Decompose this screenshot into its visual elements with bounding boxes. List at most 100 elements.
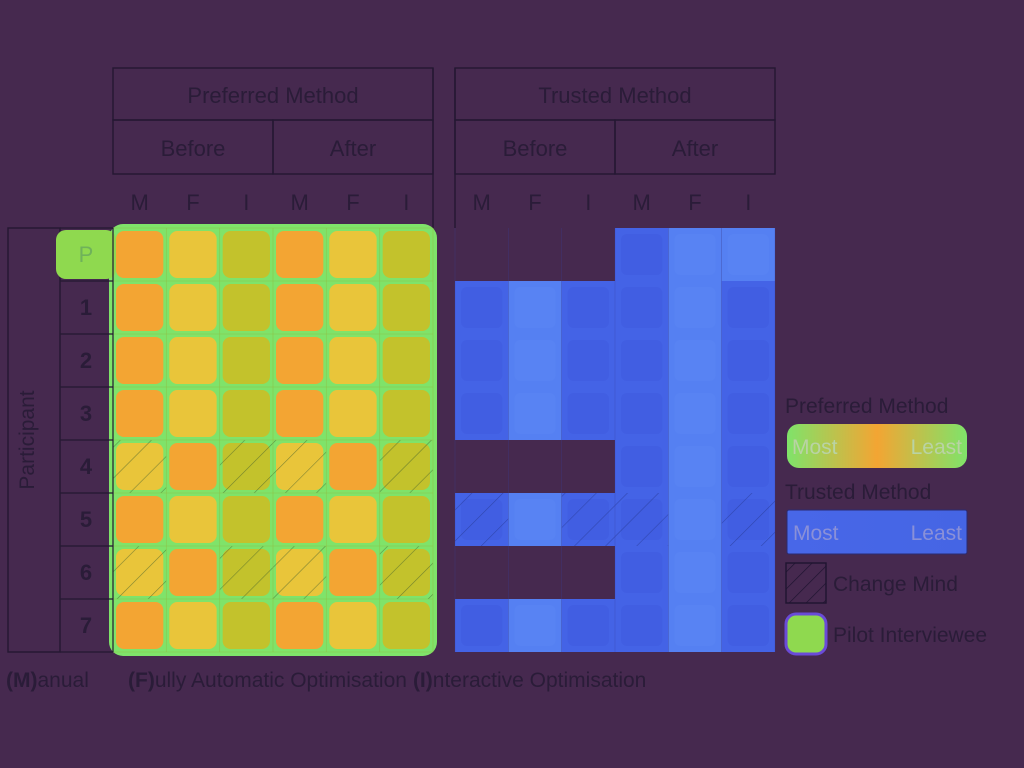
change-mind-cell (113, 546, 167, 599)
preferred-cell (169, 284, 217, 331)
row-label: 7 (80, 613, 92, 638)
preferred-cell (329, 443, 377, 490)
footnote-interactive-key: (I) (413, 669, 433, 692)
change-mind-cell (455, 493, 509, 546)
change-mind-cell (561, 493, 615, 546)
method-label: I (243, 190, 249, 215)
preferred-cell (276, 231, 324, 278)
phase-label: Before (161, 136, 226, 161)
preferred-cell (329, 390, 377, 437)
method-label: M (131, 190, 149, 215)
preferred-cell (222, 284, 270, 331)
preferred-cell (276, 390, 324, 437)
preferred-cell (116, 390, 164, 437)
change-mind-cell (379, 440, 433, 493)
footnote-fully-key: (F) (128, 669, 155, 692)
preferred-cells (56, 224, 437, 656)
row-labels: P 1 2 3 4 5 6 7 (60, 227, 114, 653)
preferred-cell (116, 337, 164, 384)
phase-label: After (330, 136, 376, 161)
row-label: 4 (80, 454, 93, 479)
preferred-cell (169, 496, 217, 543)
footnote: (M)anual (F)ully Automatic Optimisation (I… (6, 669, 646, 692)
preferred-cell (382, 284, 430, 331)
change-mind-cell (379, 546, 433, 599)
row-label: 2 (80, 348, 92, 373)
group-label-1: Trusted Method (538, 83, 691, 108)
legend-trusted-least: Least (911, 522, 963, 545)
preferred-cell (329, 284, 377, 331)
preferred-cell (116, 231, 164, 278)
legend-preferred-swatch (787, 424, 967, 468)
preferred-cell (222, 496, 270, 543)
change-mind-cell (219, 546, 273, 599)
preferred-cell (169, 231, 217, 278)
legend-change-mind-label: Change Mind (833, 573, 958, 596)
group-label-0: Preferred Method (187, 83, 358, 108)
preferred-cell (382, 231, 430, 278)
legend-pilot-label: Pilot Interviewee (833, 624, 987, 647)
row-label: 1 (80, 295, 92, 320)
preferred-cell (222, 602, 270, 649)
method-label: F (346, 190, 359, 215)
change-mind-cell (113, 440, 167, 493)
legend-preferred-least: Least (911, 436, 963, 459)
method-label: M (291, 190, 309, 215)
preferred-cell (382, 496, 430, 543)
preferred-cell (329, 602, 377, 649)
preferred-cell (169, 443, 217, 490)
change-mind-cell (272, 440, 327, 493)
method-label: M (633, 190, 651, 215)
preferred-cell (276, 284, 324, 331)
footnote-interactive: nteractive Optimisation (433, 669, 647, 692)
preferred-cell (329, 231, 377, 278)
legend-trusted-most: Most (793, 522, 839, 545)
preferred-cell (382, 390, 430, 437)
legend-trusted-title: Trusted Method (785, 481, 931, 504)
method-label: F (186, 190, 199, 215)
phase-label: After (672, 136, 718, 161)
header-labels: Preferred Method Before M F I After M F I Trusted… (131, 83, 752, 215)
preferred-cell (382, 337, 430, 384)
preferred-cell (222, 390, 270, 437)
footnote-fully: ully Automatic Optimisation (155, 669, 407, 692)
change-mind-cell (721, 493, 775, 546)
preferred-cell (276, 337, 324, 384)
header (112, 67, 776, 228)
preferred-cell (329, 496, 377, 543)
change-mind-cell (272, 546, 327, 599)
row-label: P (79, 242, 94, 267)
preferred-cell (169, 602, 217, 649)
method-label: M (473, 190, 491, 215)
y-axis-label: Participant (16, 390, 39, 489)
preferred-cell (276, 602, 324, 649)
legend-preferred-title: Preferred Method (785, 395, 948, 418)
row-label: 6 (80, 560, 92, 585)
preferred-cell (116, 602, 164, 649)
preferred-cell (169, 337, 217, 384)
preferred-cell (329, 549, 377, 596)
change-mind-cell (219, 440, 273, 493)
method-label: F (688, 190, 701, 215)
footnote-manual-key: (M) (6, 669, 37, 692)
preferred-cell (382, 602, 430, 649)
preferred-cell (276, 496, 324, 543)
legend-trusted-swatch (786, 509, 968, 555)
method-label: I (585, 190, 591, 215)
row-label: 5 (80, 507, 92, 532)
preferred-cell (169, 390, 217, 437)
change-mind-cell (614, 493, 669, 546)
legend-preferred-most: Most (792, 436, 838, 459)
method-label: F (528, 190, 541, 215)
preferred-cell (169, 549, 217, 596)
legend-change-mind-swatch (785, 562, 827, 604)
method-label: I (745, 190, 751, 215)
preferred-cell (116, 496, 164, 543)
pilot-row-marker (56, 230, 116, 279)
method-label: I (403, 190, 409, 215)
legend: Preferred Method Most Least Trusted Meth… (784, 395, 987, 656)
preferred-cell (222, 231, 270, 278)
phase-label: Before (503, 136, 568, 161)
preferred-cell (222, 337, 270, 384)
